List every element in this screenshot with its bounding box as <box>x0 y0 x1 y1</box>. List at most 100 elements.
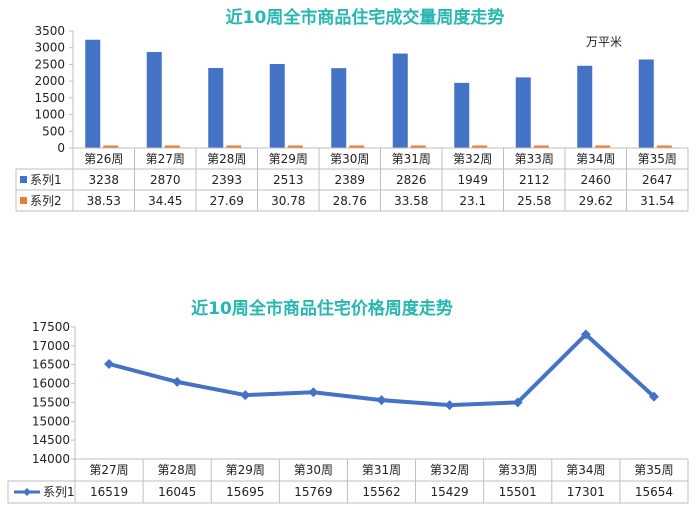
volume-category-label: 第33周 <box>515 152 554 166</box>
volume-category-label: 第34周 <box>576 152 615 166</box>
volume-y-tick-label: 1000 <box>34 108 65 122</box>
volume-bar-1 <box>454 82 470 148</box>
price-category-label: 第31周 <box>362 463 401 477</box>
price-y-tick-label: 15500 <box>32 395 70 409</box>
price-data-label: 15562 <box>362 485 400 499</box>
volume-data-label: 2647 <box>642 173 673 187</box>
volume-bar-1 <box>638 59 654 148</box>
price-y-tick-label: 17000 <box>32 339 70 353</box>
price-data-label: 16045 <box>158 485 196 499</box>
volume-bar-1 <box>331 68 347 148</box>
volume-data-label: 28.76 <box>333 194 367 208</box>
price-category-label: 第34周 <box>566 463 605 477</box>
volume-category-label: 第32周 <box>453 152 492 166</box>
volume-bar-2 <box>533 145 549 148</box>
volume-data-label: 23.1 <box>459 194 486 208</box>
volume-bar-1 <box>208 68 224 148</box>
price-y-tick-label: 17500 <box>32 320 70 334</box>
volume-bar-1 <box>85 39 101 148</box>
volume-data-label: 27.69 <box>210 194 244 208</box>
price-category-label: 第27周 <box>89 463 128 477</box>
volume-y-tick-label: 2000 <box>34 74 65 88</box>
volume-bar-2 <box>349 145 365 148</box>
volume-category-label: 第35周 <box>638 152 677 166</box>
price-point-marker <box>376 395 387 406</box>
price-point-marker <box>512 397 523 408</box>
price-data-label: 17301 <box>567 485 605 499</box>
volume-y-tick-label: 500 <box>42 124 65 138</box>
price-data-label: 15695 <box>226 485 264 499</box>
price-point-marker <box>240 390 251 401</box>
volume-chart-title: 近10周全市商品住宅成交量周度走势 <box>226 7 505 28</box>
volume-data-label: 2389 <box>334 173 365 187</box>
volume-bar-2 <box>287 145 303 148</box>
volume-category-label: 第29周 <box>269 152 308 166</box>
price-data-label: 15429 <box>431 485 469 499</box>
volume-y-tick-label: 2500 <box>34 57 65 71</box>
volume-data-label: 31.54 <box>640 194 674 208</box>
volume-bar-2 <box>410 145 426 148</box>
volume-category-label: 第30周 <box>330 152 369 166</box>
volume-data-label: 34.45 <box>148 194 182 208</box>
volume-data-label: 38.53 <box>87 194 121 208</box>
volume-data-label: 1949 <box>457 173 488 187</box>
price-category-label: 第28周 <box>158 463 197 477</box>
price-legend-marker <box>23 488 31 496</box>
price-category-label: 第33周 <box>498 463 537 477</box>
volume-data-label: 3238 <box>88 173 119 187</box>
volume-data-label: 30.78 <box>271 194 305 208</box>
price-point-marker <box>444 400 455 411</box>
price-chart: 近10周全市商品住宅价格周度走势 14000 14500 15000 15500 160… <box>7 298 689 504</box>
volume-category-label: 第27周 <box>146 152 185 166</box>
price-point-marker <box>580 329 591 340</box>
price-data-label: 15769 <box>294 485 332 499</box>
price-y-tick-label: 15000 <box>32 414 70 428</box>
price-category-label: 第29周 <box>226 463 265 477</box>
volume-bar-1 <box>392 53 408 149</box>
price-chart-title: 近10周全市商品住宅价格周度走势 <box>191 298 453 319</box>
volume-legend-swatch <box>20 176 27 183</box>
volume-category-label: 第26周 <box>84 152 123 166</box>
volume-bar-1 <box>146 52 162 149</box>
volume-legend-label: 系列2 <box>30 194 62 208</box>
volume-bar-2 <box>595 145 611 148</box>
volume-chart: 近10周全市商品住宅成交量周度走势 万平米 0 500 1000 1500 2000 25… <box>15 7 689 212</box>
price-category-label: 第35周 <box>634 463 673 477</box>
price-data-label: 15654 <box>635 485 673 499</box>
volume-data-label: 2393 <box>211 173 242 187</box>
volume-bar-2 <box>103 145 119 148</box>
volume-unit-label: 万平米 <box>586 35 622 49</box>
price-point-marker <box>308 387 319 398</box>
volume-bar-2 <box>164 145 180 148</box>
volume-y-tick-label: 3000 <box>34 41 65 55</box>
volume-bar-1 <box>515 77 531 148</box>
price-y-tick-label: 14500 <box>32 433 70 447</box>
volume-bar-2 <box>656 145 672 148</box>
volume-category-label: 第28周 <box>207 152 246 166</box>
volume-data-label: 2826 <box>396 173 427 187</box>
volume-bar-1 <box>577 65 593 148</box>
volume-data-label: 25.58 <box>517 194 551 208</box>
price-y-tick-label: 16000 <box>32 377 70 391</box>
volume-bar-2 <box>226 145 242 148</box>
volume-data-label: 2513 <box>273 173 304 187</box>
price-point-marker <box>648 391 659 402</box>
price-y-tick-label: 14000 <box>32 452 70 466</box>
price-data-label: 15501 <box>499 485 537 499</box>
volume-category-label: 第31周 <box>392 152 431 166</box>
volume-data-label: 2460 <box>580 173 611 187</box>
volume-data-label: 33.58 <box>394 194 428 208</box>
volume-bar-1 <box>269 63 285 148</box>
volume-y-tick-label: 0 <box>57 141 65 155</box>
price-category-label: 第32周 <box>430 463 469 477</box>
volume-data-label: 2112 <box>519 173 550 187</box>
price-category-label: 第30周 <box>294 463 333 477</box>
volume-data-label: 29.62 <box>579 194 613 208</box>
price-point-marker <box>172 376 183 387</box>
volume-data-label: 2870 <box>150 173 181 187</box>
price-y-tick-label: 16500 <box>32 358 70 372</box>
price-point-marker <box>104 358 115 369</box>
volume-y-tick-label: 1500 <box>34 91 65 105</box>
volume-bar-2 <box>472 145 488 148</box>
